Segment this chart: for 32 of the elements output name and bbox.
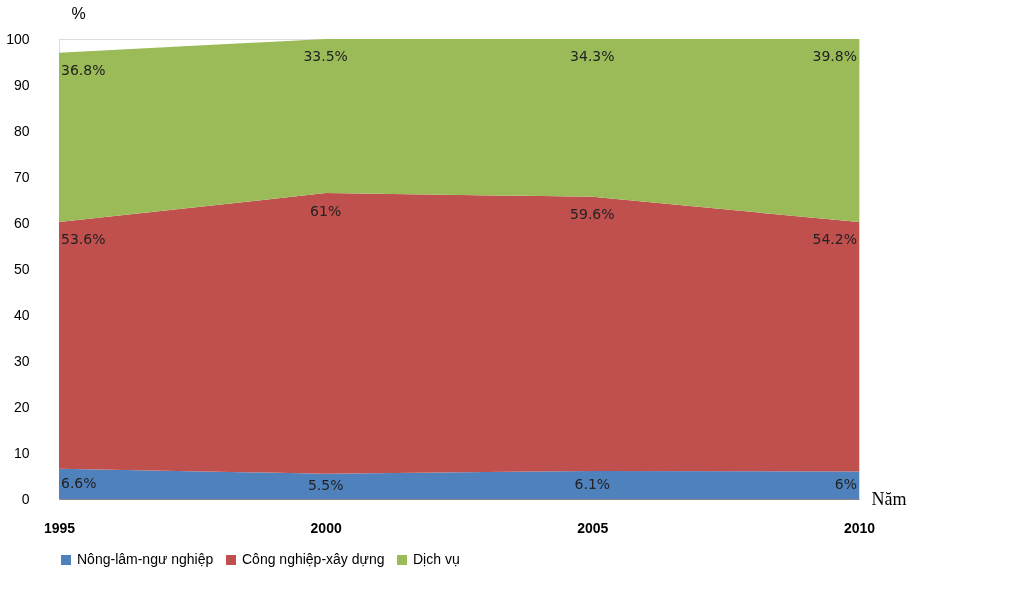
y-tick-label: 60	[13, 214, 30, 231]
y-tick-label: 40	[13, 306, 30, 323]
y-tick-label: 30	[13, 352, 30, 369]
legend-label: Nông-lâm-ngư nghiệp	[77, 551, 214, 567]
data-label: 34.3%	[570, 48, 615, 65]
data-label: 59.6%	[570, 206, 615, 223]
x-axis-title: Năm	[871, 488, 907, 509]
x-tick-label: 2005	[577, 519, 609, 536]
y-tick-label: 50	[13, 260, 30, 277]
data-label: 61%	[310, 202, 342, 219]
data-label: 53.6%	[61, 231, 106, 248]
x-tick-label: 2000	[310, 519, 342, 536]
data-label: 5.5%	[307, 477, 344, 494]
y-tick-label: 90	[13, 76, 30, 93]
legend-label: Công nghiệp-xây dựng	[242, 551, 385, 567]
y-axis-title: %	[71, 4, 86, 22]
y-tick-label: 0	[21, 490, 30, 507]
data-label: 39.8%	[812, 48, 857, 65]
data-label: 54.2%	[812, 231, 857, 248]
data-label: 33.5%	[303, 48, 348, 65]
data-label: 6.1%	[574, 475, 611, 492]
x-tick-label: 1995	[43, 519, 76, 536]
legend-label: Dịch vụ	[413, 551, 460, 567]
data-label: 6.6%	[61, 474, 97, 491]
y-tick-label: 10	[13, 444, 30, 461]
y-tick-label: 70	[13, 168, 30, 185]
data-label: 6%	[834, 476, 857, 493]
y-tick-label: 80	[13, 122, 30, 139]
y-tick-label: 100	[6, 30, 30, 47]
x-tick-label: 2010	[843, 519, 876, 536]
data-label: 36.8%	[61, 62, 106, 79]
y-tick-label: 20	[13, 398, 30, 415]
